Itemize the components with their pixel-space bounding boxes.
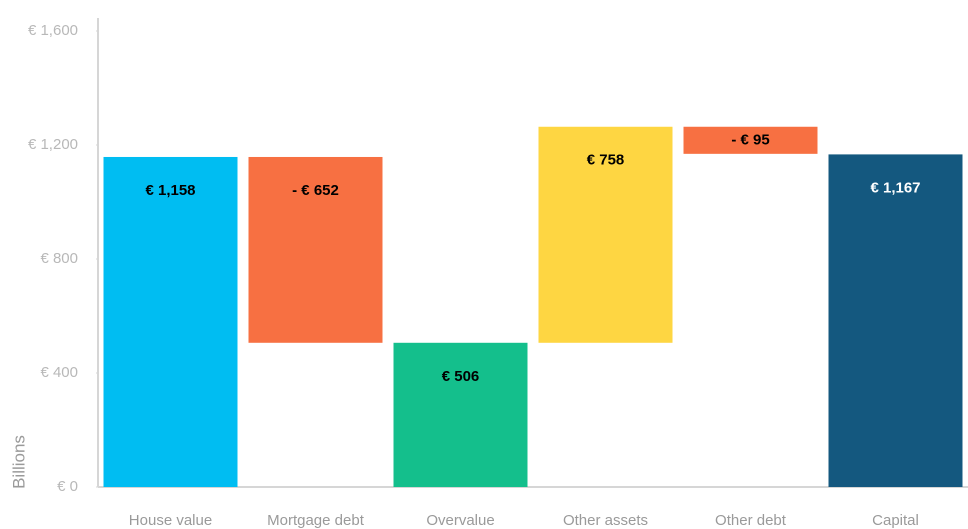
x-tick-label: Overvalue xyxy=(426,512,494,529)
value-label: € 506 xyxy=(442,368,480,385)
value-label: - € 652 xyxy=(292,182,339,199)
value-label: € 758 xyxy=(587,152,625,169)
y-tick-label: € 800 xyxy=(40,250,78,267)
bar xyxy=(248,156,383,343)
y-tick-label: € 400 xyxy=(40,364,78,381)
bar xyxy=(538,126,673,343)
x-tick-label: Other assets xyxy=(563,512,648,529)
y-tick-label: € 1,600 xyxy=(28,22,78,39)
value-label: € 1,167 xyxy=(870,179,920,196)
bar xyxy=(393,342,528,487)
bar xyxy=(683,126,818,154)
x-tick-label: Mortgage debt xyxy=(267,512,365,529)
bar xyxy=(103,156,238,487)
y-tick-label: € 0 xyxy=(57,478,78,495)
x-tick-label: Other debt xyxy=(715,512,787,529)
x-tick-label: House value xyxy=(129,512,212,529)
bar xyxy=(828,154,963,487)
y-tick-label: € 1,200 xyxy=(28,136,78,153)
y-axis-label: Billions xyxy=(9,435,28,489)
value-label: € 1,158 xyxy=(145,182,195,199)
x-tick-label: Capital xyxy=(872,512,919,529)
value-label: - € 95 xyxy=(731,131,769,148)
